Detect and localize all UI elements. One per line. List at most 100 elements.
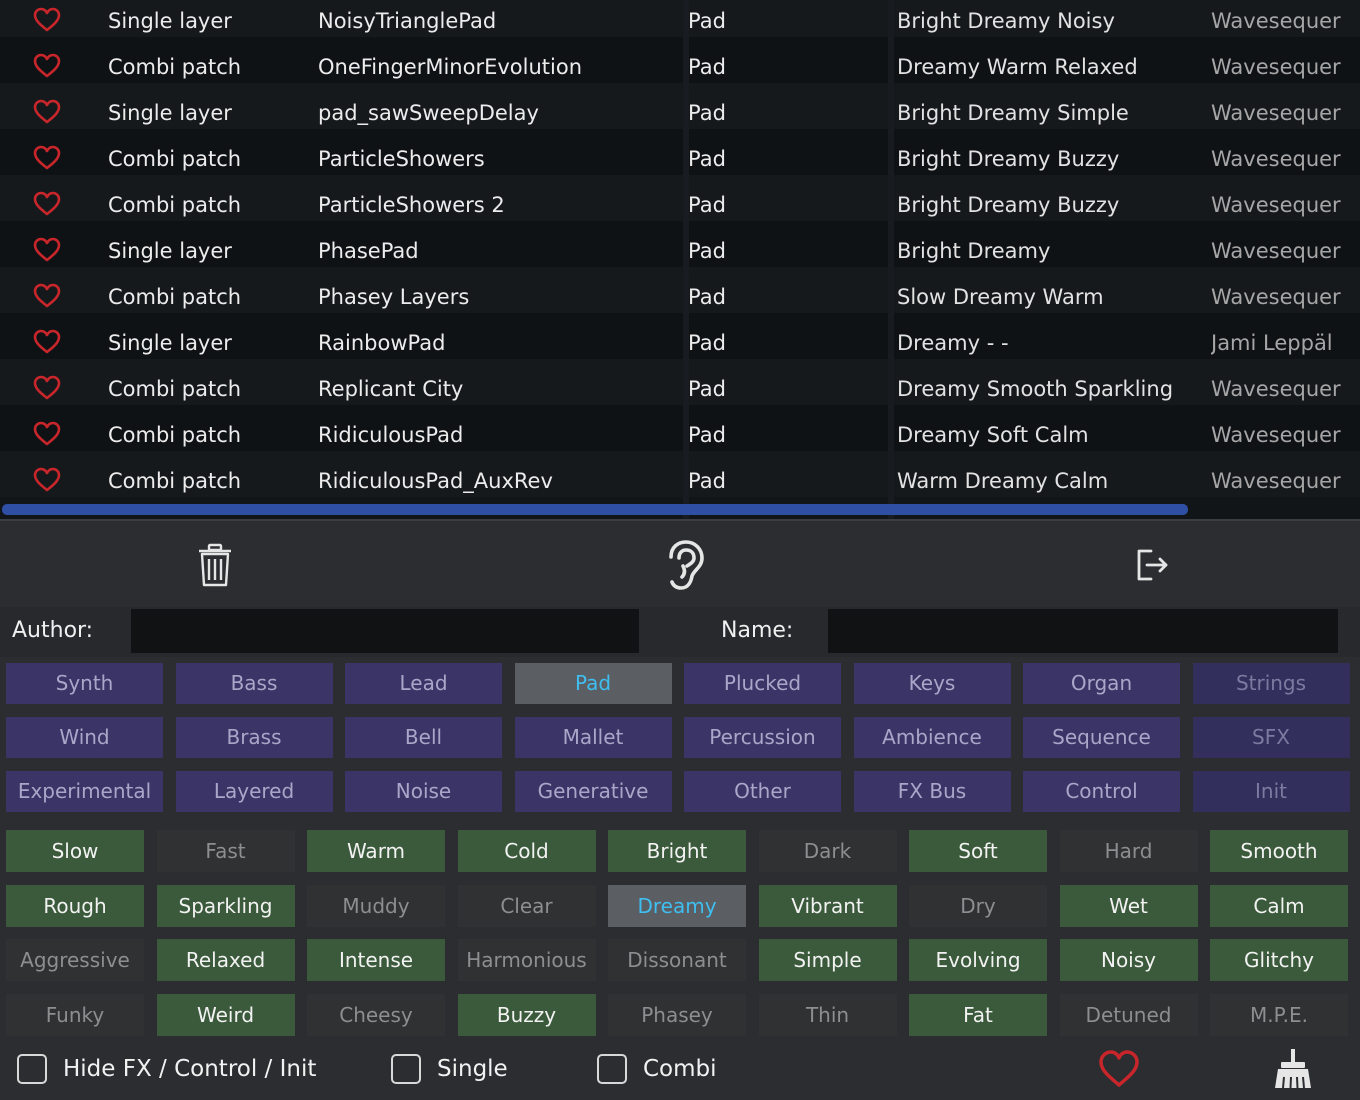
descriptor-bright-button[interactable]: Bright xyxy=(608,830,746,872)
descriptor-cheesy-button[interactable]: Cheesy xyxy=(307,993,445,1036)
descriptor-cold-button[interactable]: Cold xyxy=(457,830,596,872)
favorite-heart-icon[interactable] xyxy=(33,99,61,125)
category-lead-button[interactable]: Lead xyxy=(345,663,502,704)
descriptor-intense-button[interactable]: Intense xyxy=(307,939,445,981)
combi-checkbox[interactable]: Combi xyxy=(597,1052,717,1086)
preset-author: Wavesequer xyxy=(1211,9,1341,33)
category-pad-button[interactable]: Pad xyxy=(514,663,672,704)
category-brass-button[interactable]: Brass xyxy=(175,717,333,758)
descriptor-fast-button[interactable]: Fast xyxy=(156,830,295,872)
preset-row[interactable]: Combi patch Replicant City Pad Dreamy Smoot… xyxy=(0,359,1360,405)
category-sequence-button[interactable]: Sequence xyxy=(1023,717,1180,758)
descriptor-detuned-button[interactable]: Detuned xyxy=(1059,993,1198,1036)
descriptor-funky-button[interactable]: Funky xyxy=(6,993,144,1036)
preset-list[interactable]: Single layer NoisyTrianglePad Pad Bright Dr… xyxy=(0,0,1360,521)
favorite-heart-icon[interactable] xyxy=(33,329,61,355)
descriptor-aggressive-button[interactable]: Aggressive xyxy=(6,939,144,981)
descriptor-dissonant-button[interactable]: Dissonant xyxy=(608,939,746,981)
category-strings-button[interactable]: Strings xyxy=(1192,663,1350,704)
horizontal-scrollbar[interactable] xyxy=(2,504,1188,515)
descriptor-sparkling-button[interactable]: Sparkling xyxy=(156,884,295,927)
preset-row[interactable]: Combi patch RidiculousPad Pad Dreamy Soft C… xyxy=(0,405,1360,451)
preset-row[interactable]: Combi patch Phasey Layers Pad Slow Dreamy W… xyxy=(0,267,1360,313)
descriptor-evolving-button[interactable]: Evolving xyxy=(909,939,1047,981)
column-separator xyxy=(683,0,689,521)
category-organ-button[interactable]: Organ xyxy=(1023,663,1180,704)
favorite-heart-icon[interactable] xyxy=(33,375,61,401)
delete-button[interactable] xyxy=(190,539,240,591)
export-button[interactable] xyxy=(1126,539,1176,591)
checkbox-box[interactable] xyxy=(597,1054,627,1084)
favorites-filter-button[interactable] xyxy=(1097,1049,1141,1089)
category-layered-button[interactable]: Layered xyxy=(175,771,333,812)
category-bell-button[interactable]: Bell xyxy=(345,717,502,758)
descriptor-calm-button[interactable]: Calm xyxy=(1210,884,1348,927)
favorite-heart-icon[interactable] xyxy=(33,191,61,217)
category-fx-bus-button[interactable]: FX Bus xyxy=(853,771,1011,812)
metadata-fields: Author: Name: xyxy=(0,607,1360,657)
category-other-button[interactable]: Other xyxy=(684,771,841,812)
descriptor-slow-button[interactable]: Slow xyxy=(6,830,144,872)
descriptor-glitchy-button[interactable]: Glitchy xyxy=(1210,939,1348,981)
preset-row[interactable]: Combi patch ParticleShowers 2 Pad Bright Dr… xyxy=(0,175,1360,221)
category-bass-button[interactable]: Bass xyxy=(175,663,333,704)
category-ambience-button[interactable]: Ambience xyxy=(853,717,1011,758)
descriptor-buzzy-button[interactable]: Buzzy xyxy=(457,993,596,1036)
descriptor-thin-button[interactable]: Thin xyxy=(758,993,897,1036)
category-control-button[interactable]: Control xyxy=(1023,771,1180,812)
category-synth-button[interactable]: Synth xyxy=(6,663,163,704)
category-experimental-button[interactable]: Experimental xyxy=(6,771,163,812)
category-mallet-button[interactable]: Mallet xyxy=(514,717,672,758)
descriptor-dreamy-button[interactable]: Dreamy xyxy=(608,884,746,927)
descriptor-fat-button[interactable]: Fat xyxy=(909,993,1047,1036)
checkbox-box[interactable] xyxy=(391,1054,421,1084)
favorite-heart-icon[interactable] xyxy=(33,237,61,263)
descriptor-wet-button[interactable]: Wet xyxy=(1059,884,1198,927)
favorite-heart-icon[interactable] xyxy=(33,7,61,33)
preset-row[interactable]: Single layer NoisyTrianglePad Pad Bright Dr… xyxy=(0,0,1360,37)
descriptor-weird-button[interactable]: Weird xyxy=(156,993,295,1036)
descriptor-dark-button[interactable]: Dark xyxy=(758,830,897,872)
descriptor-rough-button[interactable]: Rough xyxy=(6,884,144,927)
favorite-heart-icon[interactable] xyxy=(33,53,61,79)
category-keys-button[interactable]: Keys xyxy=(853,663,1011,704)
author-input[interactable] xyxy=(131,609,639,653)
descriptor-simple-button[interactable]: Simple xyxy=(758,939,897,981)
single-checkbox[interactable]: Single xyxy=(391,1052,508,1086)
category-sfx-button[interactable]: SFX xyxy=(1192,717,1350,758)
favorite-heart-icon[interactable] xyxy=(33,283,61,309)
preset-row[interactable]: Combi patch OneFingerMinorEvolution Pad Dre… xyxy=(0,37,1360,83)
preset-row[interactable]: Combi patch ParticleShowers Pad Bright Drea… xyxy=(0,129,1360,175)
descriptor-clear-button[interactable]: Clear xyxy=(457,884,596,927)
preset-row[interactable]: Single layer RainbowPad Pad Dreamy - - Jami … xyxy=(0,313,1360,359)
checkbox-box[interactable] xyxy=(17,1054,47,1084)
preset-row[interactable]: Combi patch RidiculousPad_AuxRev Pad Warm D… xyxy=(0,451,1360,497)
category-percussion-button[interactable]: Percussion xyxy=(684,717,841,758)
category-wind-button[interactable]: Wind xyxy=(6,717,163,758)
clear-filters-button[interactable] xyxy=(1272,1047,1314,1091)
name-input[interactable] xyxy=(828,609,1338,653)
descriptor-harmonious-button[interactable]: Harmonious xyxy=(457,939,596,981)
descriptor-muddy-button[interactable]: Muddy xyxy=(307,884,445,927)
descriptor-m-p-e--button[interactable]: M.P.E. xyxy=(1210,993,1348,1036)
favorite-heart-icon[interactable] xyxy=(33,467,61,493)
category-generative-button[interactable]: Generative xyxy=(514,771,672,812)
category-noise-button[interactable]: Noise xyxy=(345,771,502,812)
descriptor-warm-button[interactable]: Warm xyxy=(307,830,445,872)
descriptor-vibrant-button[interactable]: Vibrant xyxy=(758,884,897,927)
descriptor-relaxed-button[interactable]: Relaxed xyxy=(156,939,295,981)
category-init-button[interactable]: Init xyxy=(1192,771,1350,812)
preset-row[interactable]: Single layer pad_sawSweepDelay Pad Bright D… xyxy=(0,83,1360,129)
descriptor-soft-button[interactable]: Soft xyxy=(909,830,1047,872)
audition-button[interactable] xyxy=(659,539,709,591)
descriptor-smooth-button[interactable]: Smooth xyxy=(1210,830,1348,872)
category-plucked-button[interactable]: Plucked xyxy=(684,663,841,704)
hide-fx-checkbox[interactable]: Hide FX / Control / Init xyxy=(17,1052,316,1086)
descriptor-phasey-button[interactable]: Phasey xyxy=(608,993,746,1036)
preset-row[interactable]: Single layer PhasePad Pad Bright Dreamy Wave… xyxy=(0,221,1360,267)
favorite-heart-icon[interactable] xyxy=(33,421,61,447)
descriptor-dry-button[interactable]: Dry xyxy=(909,884,1047,927)
descriptor-noisy-button[interactable]: Noisy xyxy=(1059,939,1198,981)
favorite-heart-icon[interactable] xyxy=(33,145,61,171)
descriptor-hard-button[interactable]: Hard xyxy=(1059,830,1198,872)
